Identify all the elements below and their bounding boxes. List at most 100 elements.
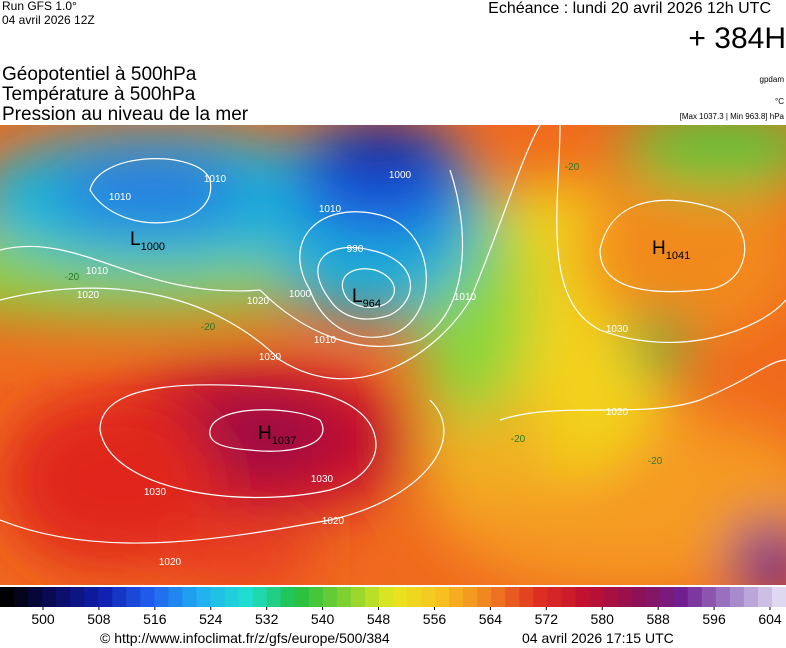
colorbar-swatch: [421, 587, 436, 607]
isobars: [0, 125, 786, 544]
center-value: 1041: [666, 250, 690, 262]
colorbar-swatch: [715, 587, 731, 607]
colorbar-tick-label: 516: [143, 611, 167, 627]
isobar-label: 1020: [159, 557, 182, 568]
isobar-label: 1010: [86, 266, 109, 277]
temperature-label: -20: [565, 162, 580, 173]
colorbar-swatch: [378, 587, 394, 607]
colorbar-swatch: [98, 587, 113, 607]
isobar-label: 1020: [77, 290, 100, 301]
colorbar-swatch: [757, 587, 773, 607]
header: Run GFS 1.0° 04 avril 2026 12Z Echéance …: [2, 0, 786, 125]
colorbar-swatch: [631, 587, 647, 607]
title-line: Température à 500hPa: [2, 84, 196, 105]
temperature-label: -20: [648, 456, 663, 467]
colorbar-swatch: [84, 587, 99, 607]
colorbar-swatch: [126, 587, 141, 607]
colorbar-swatch: [491, 587, 506, 607]
issue-time: 04 avril 2026 17:15 UTC: [522, 630, 674, 646]
center-value: 964: [363, 298, 381, 310]
center-type: L: [352, 286, 363, 307]
title-line: Pression au niveau de la mer: [2, 104, 249, 125]
colorbar-swatch: [56, 587, 71, 607]
colorbar-swatch: [238, 587, 254, 607]
isobar-label: 1020: [322, 516, 345, 527]
colorbar-swatch: [266, 587, 282, 607]
colorbar-swatch: [336, 587, 352, 607]
colorbar-swatch: [589, 587, 605, 607]
colorbar-tick-label: 572: [535, 611, 559, 627]
colorbar-swatch: [168, 587, 183, 607]
pressure-center: H1041: [652, 238, 690, 262]
colorbar-tick-label: 596: [702, 611, 726, 627]
colorbar-swatch: [364, 587, 380, 607]
isobar-label: 1030: [311, 474, 334, 485]
colorbar-swatch: [645, 587, 661, 607]
colorbar: 500 508 516 524 532 540 548 556 564 572 580 588 596 6…: [0, 587, 786, 627]
colorbar-swatch: [182, 587, 197, 607]
colorbar-tick-label: 564: [479, 611, 503, 627]
colorbar-swatch: [14, 587, 29, 607]
colorbar-swatch: [393, 587, 408, 607]
colorbar-swatch: [463, 587, 478, 607]
colorbar-tick-label: 556: [423, 611, 447, 627]
colorbar-swatch: [280, 587, 296, 607]
colorbar-swatch: [477, 587, 492, 607]
isobar-label: 1000: [389, 170, 412, 181]
isobar-label: 1010: [454, 292, 477, 303]
isobar-label: 990: [347, 244, 364, 255]
colorbar-swatch: [252, 587, 268, 607]
colorbar-swatch: [533, 587, 548, 607]
colorbar-swatch: [294, 587, 310, 607]
lead-time: + 384H: [688, 22, 786, 55]
run-date: 04 avril 2026 12Z: [2, 13, 95, 27]
colorbar-tick-label: 540: [311, 611, 335, 627]
isobar-label: 1010: [204, 174, 227, 185]
colorbar-swatch: [140, 587, 155, 607]
isobar-label: 1010: [319, 204, 342, 215]
colorbar-swatch: [561, 587, 576, 607]
isobar-label: 1020: [247, 296, 270, 307]
colorbar-swatch: [771, 587, 786, 607]
colorbar-swatch: [322, 587, 338, 607]
isobar-label: 1010: [109, 192, 132, 203]
isobar-label: 1000: [289, 289, 312, 300]
colorbar-swatch: [673, 587, 689, 607]
colorbar-swatch: [308, 587, 324, 607]
colorbar-swatch: [743, 587, 759, 607]
colorbar-swatch: [617, 587, 633, 607]
title-line: Géopotentiel à 500hPa: [2, 64, 197, 85]
colorbar-swatch: [196, 587, 212, 607]
colorbar-tick-label: 588: [646, 611, 670, 627]
colorbar-swatch: [70, 587, 85, 607]
colorbar-swatch: [42, 587, 57, 607]
colorbar-swatch: [729, 587, 745, 607]
center-value: 1000: [141, 241, 165, 253]
colorbar-swatch: [449, 587, 464, 607]
pressure-center: L964: [352, 286, 381, 310]
source-url: © http://www.infoclimat.fr/z/gfs/europe/…: [100, 630, 390, 646]
temperature-label: -20: [201, 322, 216, 333]
colorbar-tick-label: 604: [758, 611, 782, 627]
colorbar-swatch: [210, 587, 226, 607]
center-type: H: [652, 238, 666, 259]
colorbar-swatch: [701, 587, 717, 607]
echeance: Echéance : lundi 20 avril 2026 12h UTC: [488, 0, 771, 17]
colorbar-swatch: [603, 587, 619, 607]
map-field: [0, 125, 786, 585]
center-type: L: [130, 229, 141, 250]
colorbar-swatch: [505, 587, 520, 607]
colorbar-tick-label: 508: [87, 611, 111, 627]
run-label: Run GFS 1.0°: [2, 0, 77, 13]
isobar-label: 1030: [259, 352, 282, 363]
colorbar-swatch: [687, 587, 703, 607]
colorbar-swatch: [575, 587, 590, 607]
colorbar-tick-label: 548: [367, 611, 391, 627]
colorbar-swatch: [519, 587, 534, 607]
colorbar-swatch: [435, 587, 450, 607]
unit: °C: [775, 97, 784, 106]
unit: gpdam: [760, 75, 785, 84]
temperature-label: -20: [65, 272, 80, 283]
